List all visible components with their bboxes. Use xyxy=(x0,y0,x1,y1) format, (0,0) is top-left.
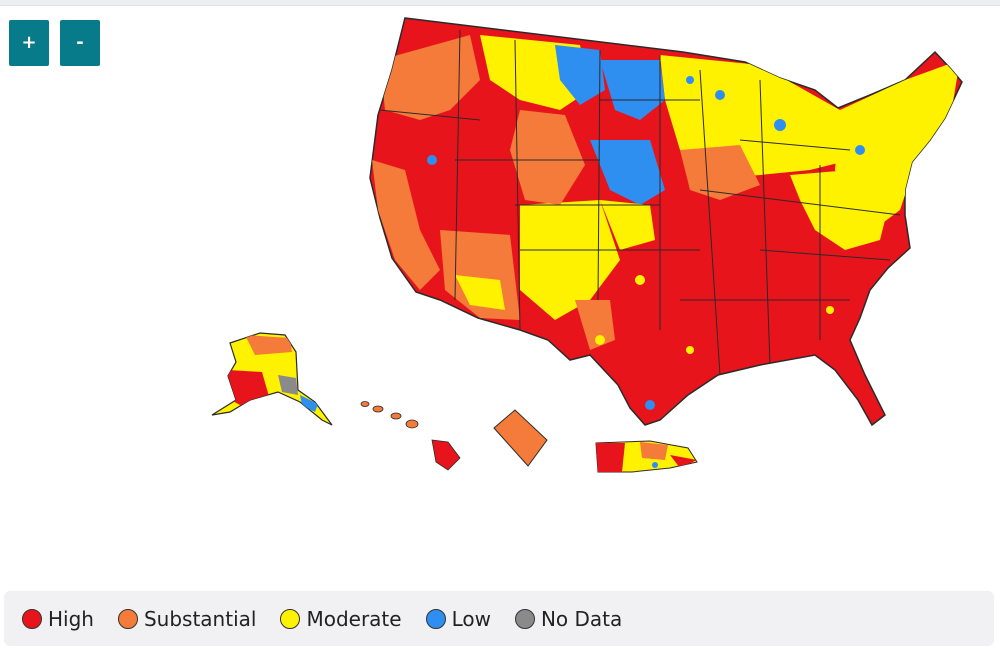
region-substantial-rockies xyxy=(510,110,585,205)
legend-swatch-substantial xyxy=(117,608,138,629)
low-spot-michigan xyxy=(774,119,786,131)
region-substantial-midwest xyxy=(680,145,760,200)
alaska-region-high xyxy=(222,370,270,405)
low-spot-new-york xyxy=(855,145,865,155)
legend-label-low: Low xyxy=(451,606,491,631)
puerto-rico[interactable] xyxy=(595,440,698,473)
legend-label-moderate: Moderate xyxy=(306,606,402,631)
legend-item-low: Low xyxy=(425,606,491,631)
moderate-spot-south-4 xyxy=(686,346,694,354)
zoom-out-button[interactable]: - xyxy=(60,20,100,66)
level-regions xyxy=(372,35,960,410)
legend-label-no-data: No Data xyxy=(540,606,623,631)
region-moderate-appalachia xyxy=(790,170,890,250)
hawaii-island-2[interactable] xyxy=(372,405,384,413)
alaska-region-low xyxy=(300,395,318,412)
legend-item-high: High xyxy=(22,607,94,631)
region-low-northern-plains xyxy=(555,45,605,105)
legend-swatch-low xyxy=(425,608,446,629)
legend: High Substantial Moderate Low No Data xyxy=(4,591,994,646)
region-low-central-plains xyxy=(590,140,665,205)
pr-region-substantial xyxy=(640,442,668,460)
top-rule xyxy=(0,0,1000,6)
moderate-spot-south-1 xyxy=(635,275,645,285)
region-low-dakotas xyxy=(600,60,665,120)
legend-item-no-data: No Data xyxy=(514,606,623,631)
legend-swatch-high xyxy=(22,608,42,629)
contiguous-us[interactable] xyxy=(369,17,963,427)
low-spot-wisconsin xyxy=(715,90,725,100)
hawaii-island-3[interactable] xyxy=(390,412,402,420)
state-borders xyxy=(379,29,901,376)
region-moderate-kansas xyxy=(600,200,655,250)
moderate-spot-south-3 xyxy=(595,335,605,345)
washington-dc[interactable] xyxy=(493,409,548,467)
alaska-region-no-data xyxy=(278,375,298,395)
moderate-spot-south-2 xyxy=(826,306,834,314)
legend-swatch-moderate xyxy=(280,608,301,629)
hawaii-island-1[interactable] xyxy=(360,401,370,407)
region-substantial-california xyxy=(372,160,440,290)
region-substantial-texas xyxy=(575,300,615,350)
map-area[interactable] xyxy=(0,0,1000,590)
us-county-map[interactable] xyxy=(0,0,1000,590)
alaska[interactable] xyxy=(211,332,333,426)
zoom-in-button[interactable]: + xyxy=(9,20,49,66)
pr-region-high-west xyxy=(596,443,625,472)
legend-item-moderate: Moderate xyxy=(280,606,402,631)
alaska-region-substantial xyxy=(245,335,292,355)
region-moderate-arizona xyxy=(455,275,505,310)
hawaii-big-island[interactable] xyxy=(431,439,461,471)
legend-label-high: High xyxy=(48,606,94,631)
low-spot-minnesota xyxy=(686,76,694,84)
legend-swatch-no-data xyxy=(514,608,535,629)
legend-item-substantial: Substantial xyxy=(117,606,257,631)
hawaii-island-4[interactable] xyxy=(405,419,419,429)
region-substantial-northwest xyxy=(380,35,480,120)
low-spot-idaho xyxy=(427,155,437,165)
low-spot-texas xyxy=(645,400,655,410)
pr-low-spot xyxy=(652,462,658,468)
pr-region-high-east xyxy=(670,455,697,468)
hawaii[interactable] xyxy=(360,401,461,471)
region-moderate-new-mexico xyxy=(540,235,575,295)
legend-label-substantial: Substantial xyxy=(143,606,257,631)
